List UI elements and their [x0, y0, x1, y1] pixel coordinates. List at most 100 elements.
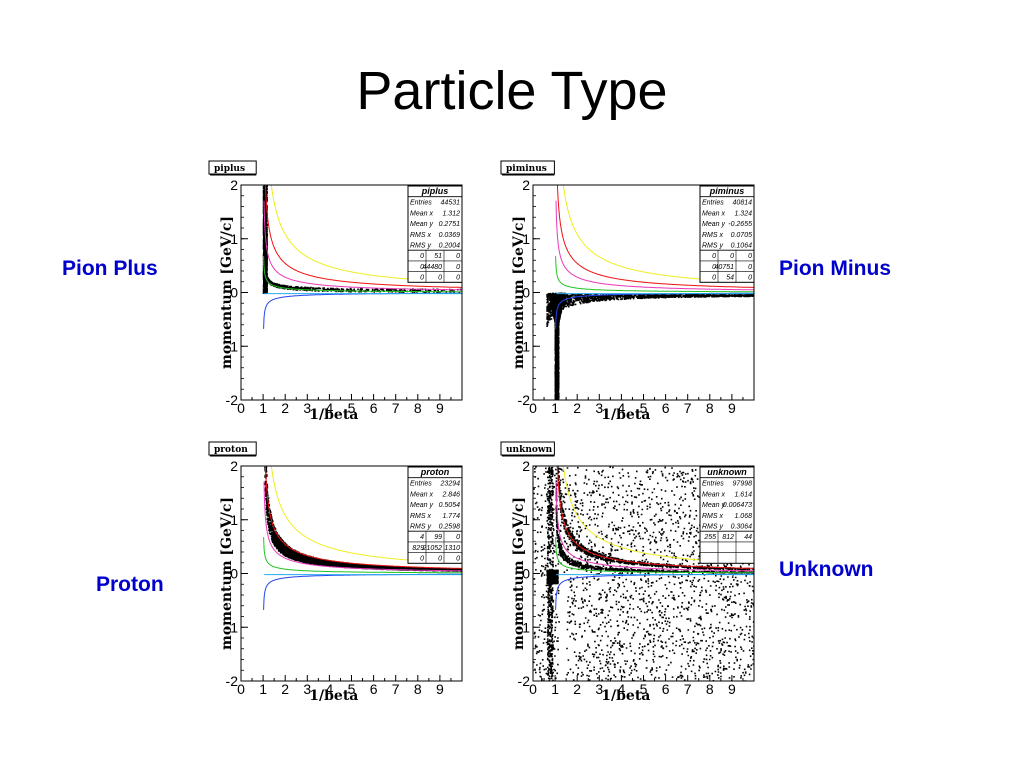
stats-box: proton Entries 23294 Mean x 2.846 Mean y 0.505…	[407, 466, 463, 564]
stats-grid-cell: 0	[438, 275, 442, 282]
x-axis-title: 1/beta	[309, 688, 358, 703]
stats-value: -0.2655	[728, 221, 752, 228]
stats-grid-cell: 4	[420, 534, 424, 541]
y-tick-label: 1	[522, 512, 530, 528]
x-tick-label: 2	[573, 400, 581, 416]
kaon-curve	[263, 200, 462, 291]
stats-label: RMS x	[410, 513, 432, 520]
x-tick-label: 8	[706, 681, 714, 697]
stats-grid-cell: 0	[712, 275, 716, 282]
stats-grid-cell: 0	[420, 275, 424, 282]
x-tick-label: 2	[573, 681, 581, 697]
stats-title: piminus	[709, 186, 745, 196]
y-axis-title: momentum [GeV/c]	[219, 216, 235, 369]
stats-grid-cell: 51	[434, 253, 442, 260]
plot-content	[546, 185, 754, 400]
stats-grid-cell: 0	[748, 264, 752, 271]
stats-grid-cell: 44	[744, 534, 752, 541]
stats-frame	[699, 185, 755, 283]
x-tick-label: 3	[303, 681, 311, 697]
pion-curve	[263, 256, 462, 293]
stats-label: RMS x	[702, 232, 724, 239]
scatter-points	[533, 466, 754, 681]
stats-grid-cell: 0	[456, 534, 460, 541]
stats-frame	[407, 466, 463, 564]
x-tick-label: 7	[684, 681, 692, 697]
label-pion-minus: Pion Minus	[779, 257, 891, 280]
stats-grid-cell: 0	[730, 253, 734, 260]
stats-label: Mean y	[410, 502, 433, 509]
plot-content	[263, 466, 462, 610]
stats-value: 97998	[733, 481, 753, 488]
y-axis-title: momentum [GeV/c]	[511, 497, 527, 650]
stats-box: piplus Entries 44531 Mean x 1.312 Mean y 0.275…	[407, 185, 463, 283]
stats-value: 0.2004	[439, 243, 461, 250]
stats-value: 1.774	[442, 513, 460, 520]
x-tick-label: 0	[237, 400, 245, 416]
x-tick-label: 3	[595, 400, 603, 416]
stats-grid-cell: 0	[456, 275, 460, 282]
x-tick-label: 5	[348, 400, 356, 416]
stats-grid-cell: 99	[434, 534, 442, 541]
stats-grid-cell: 0	[438, 556, 442, 563]
kaon-curve	[263, 481, 462, 572]
stats-value: 0.006473	[723, 502, 752, 509]
plot-content	[262, 185, 462, 329]
stats-title: proton	[420, 467, 450, 477]
y-tick-label: 0	[230, 285, 238, 301]
x-tick-label: 9	[436, 400, 444, 416]
y-tick-label: 0	[230, 566, 238, 582]
y-tick-label: -2	[226, 673, 239, 689]
stats-value: 1.324	[734, 210, 752, 217]
stats-label: RMS y	[410, 243, 432, 250]
stats-grid-cell: 44480	[423, 264, 443, 271]
stats-grid-cell: 40751	[715, 264, 735, 271]
y-tick-label: 2	[522, 177, 530, 193]
x-tick-label: 3	[595, 681, 603, 697]
y-tick-label: 2	[522, 458, 530, 474]
y-tick-label: 0	[522, 285, 530, 301]
x-tick-label: 1	[551, 400, 559, 416]
stats-value: 23294	[440, 481, 461, 488]
hist-name-tag: piminus	[506, 164, 547, 174]
x-axis-title: 1/beta	[601, 407, 650, 420]
x-tick-label: 4	[618, 681, 626, 697]
stats-value: 44531	[441, 200, 461, 207]
stats-grid-cell: 0	[420, 556, 424, 563]
stats-label: Mean x	[410, 210, 433, 217]
stats-label: Entries	[702, 200, 724, 207]
hist-name-tag: unknown	[506, 445, 553, 455]
x-tick-label: 7	[392, 400, 400, 416]
y-axis-title: momentum [GeV/c]	[219, 497, 235, 650]
stats-grid-cell: 0	[712, 253, 716, 260]
scatter-points	[546, 292, 754, 400]
y-tick-label: 0	[522, 566, 530, 582]
x-axis-title: 1/beta	[309, 407, 358, 420]
stats-label: Mean y	[702, 502, 725, 509]
stats-grid-cell: 255	[703, 534, 716, 541]
stats-title: unknown	[707, 467, 747, 477]
stats-label: RMS y	[702, 243, 724, 250]
y-tick-label: -1	[518, 619, 531, 635]
x-axis-title: 1/beta	[601, 688, 650, 703]
stats-grid-cell: 54	[726, 275, 734, 282]
stats-label: Entries	[702, 481, 724, 488]
stats-value: 0.0369	[439, 232, 461, 239]
x-tick-label: 8	[414, 681, 422, 697]
y-tick-label: 2	[230, 458, 238, 474]
stats-value: 1.068	[734, 513, 752, 520]
x-tick-label: 2	[281, 681, 289, 697]
y-tick-label: 1	[522, 231, 530, 247]
stats-label: RMS y	[702, 524, 724, 531]
x-tick-label: 0	[529, 681, 537, 697]
stats-value: 40814	[733, 200, 753, 207]
y-tick-label: 2	[230, 177, 238, 193]
kaon-curve	[555, 200, 754, 291]
x-tick-label: 4	[326, 400, 334, 416]
stats-label: RMS x	[410, 232, 432, 239]
pion-curve	[263, 537, 462, 574]
proton-curve	[264, 185, 462, 288]
x-tick-label: 3	[303, 400, 311, 416]
kaon-curve	[555, 481, 754, 572]
